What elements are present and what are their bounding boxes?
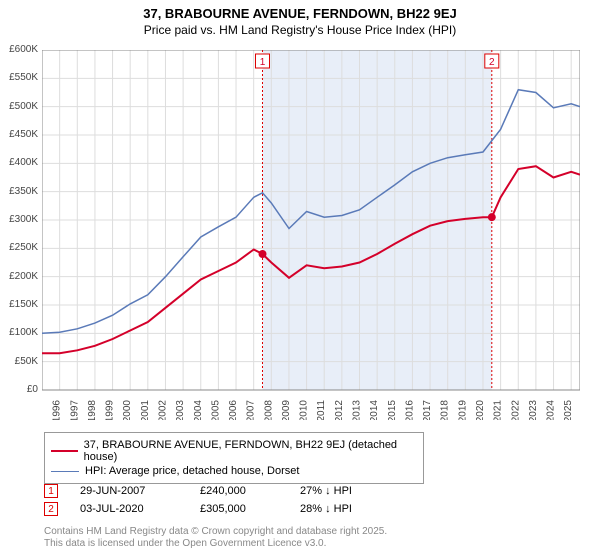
- y-tick-label: £100K: [9, 327, 38, 338]
- y-tick-label: £0: [27, 384, 38, 395]
- svg-text:2008: 2008: [263, 400, 274, 420]
- svg-text:2004: 2004: [193, 400, 204, 420]
- svg-text:2024: 2024: [546, 400, 557, 420]
- y-tick-label: £450K: [9, 129, 38, 140]
- svg-text:2002: 2002: [157, 400, 168, 420]
- transaction-price: £305,000: [200, 503, 300, 515]
- chart-area: 1 2 1995 1996 1997 1998 1999 2000 2001 2002 2003 20…: [42, 50, 580, 420]
- svg-text:2007: 2007: [246, 400, 257, 420]
- legend-label: HPI: Average price, detached house, Dors…: [85, 465, 299, 477]
- transaction-price: £240,000: [200, 485, 300, 497]
- transaction-delta: 27% ↓ HPI: [300, 485, 400, 497]
- svg-text:2015: 2015: [387, 400, 398, 420]
- svg-text:1995: 1995: [42, 400, 45, 420]
- chart-svg: 1 2 1995 1996 1997 1998 1999 2000 2001 2002 2003 20…: [42, 50, 580, 420]
- transaction-date: 03-JUL-2020: [80, 503, 200, 515]
- legend-label: 37, BRABOURNE AVENUE, FERNDOWN, BH22 9EJ…: [84, 439, 417, 463]
- svg-text:2014: 2014: [369, 400, 380, 420]
- svg-text:2003: 2003: [175, 400, 186, 420]
- svg-text:1: 1: [260, 57, 266, 68]
- y-tick-label: £200K: [9, 271, 38, 282]
- y-tick-label: £550K: [9, 72, 38, 83]
- svg-text:2011: 2011: [316, 400, 327, 420]
- transaction-badge: 2: [44, 502, 58, 516]
- y-tick-label: £50K: [15, 356, 38, 367]
- svg-text:2025: 2025: [563, 400, 574, 420]
- legend: 37, BRABOURNE AVENUE, FERNDOWN, BH22 9EJ…: [44, 432, 424, 484]
- y-tick-label: £350K: [9, 186, 38, 197]
- svg-text:2009: 2009: [281, 400, 292, 420]
- svg-text:2: 2: [489, 57, 495, 68]
- footnote-line1: Contains HM Land Registry data © Crown c…: [44, 526, 387, 538]
- svg-text:2017: 2017: [422, 400, 433, 420]
- svg-text:1996: 1996: [52, 400, 63, 420]
- legend-swatch: [51, 450, 78, 452]
- transaction-badge: 1: [44, 484, 58, 498]
- transactions-table: 1 29-JUN-2007£240,00027% ↓ HPI 2 03-JUL-202…: [44, 480, 400, 520]
- svg-text:2010: 2010: [299, 400, 310, 420]
- svg-text:2000: 2000: [122, 400, 133, 420]
- legend-item: HPI: Average price, detached house, Dors…: [51, 465, 417, 477]
- svg-text:2021: 2021: [493, 400, 504, 420]
- legend-item: 37, BRABOURNE AVENUE, FERNDOWN, BH22 9EJ…: [51, 439, 417, 463]
- y-tick-label: £150K: [9, 299, 38, 310]
- svg-text:2013: 2013: [352, 400, 363, 420]
- chart-title-line2: Price paid vs. HM Land Registry's House …: [0, 23, 600, 37]
- footnote-line2: This data is licensed under the Open Gov…: [44, 538, 387, 550]
- svg-text:2006: 2006: [228, 400, 239, 420]
- svg-text:2001: 2001: [140, 400, 151, 420]
- svg-text:2022: 2022: [510, 400, 521, 420]
- svg-text:2012: 2012: [334, 400, 345, 420]
- svg-text:1999: 1999: [105, 400, 116, 420]
- transaction-date: 29-JUN-2007: [80, 485, 200, 497]
- svg-text:2018: 2018: [440, 400, 451, 420]
- y-tick-label: £300K: [9, 214, 38, 225]
- y-tick-label: £250K: [9, 242, 38, 253]
- y-tick-label: £600K: [9, 44, 38, 55]
- footnote: Contains HM Land Registry data © Crown c…: [44, 526, 387, 550]
- chart-title-line1: 37, BRABOURNE AVENUE, FERNDOWN, BH22 9EJ: [0, 6, 600, 21]
- transaction-row: 2 03-JUL-2020£305,00028% ↓ HPI: [44, 502, 400, 516]
- svg-text:1998: 1998: [87, 400, 98, 420]
- transaction-row: 1 29-JUN-2007£240,00027% ↓ HPI: [44, 484, 400, 498]
- svg-text:2016: 2016: [404, 400, 415, 420]
- svg-text:2005: 2005: [210, 400, 221, 420]
- transaction-delta: 28% ↓ HPI: [300, 503, 400, 515]
- svg-text:2020: 2020: [475, 400, 486, 420]
- y-tick-label: £400K: [9, 157, 38, 168]
- chart-title-block: 37, BRABOURNE AVENUE, FERNDOWN, BH22 9EJ…: [0, 0, 600, 37]
- svg-text:1997: 1997: [69, 400, 80, 420]
- legend-swatch: [51, 471, 79, 472]
- svg-text:2019: 2019: [457, 400, 468, 420]
- y-tick-label: £500K: [9, 101, 38, 112]
- svg-text:2023: 2023: [528, 400, 539, 420]
